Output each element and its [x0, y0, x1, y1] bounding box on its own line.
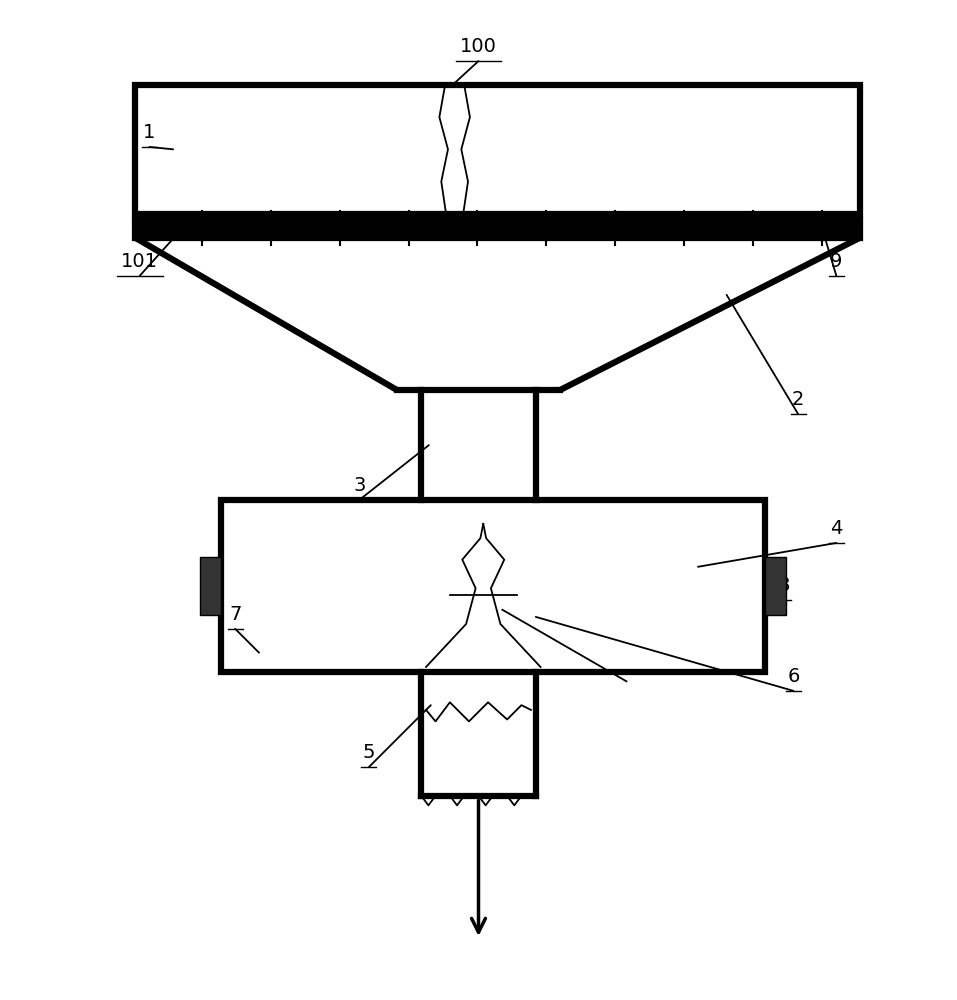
- Text: 4: 4: [830, 519, 842, 538]
- Bar: [200, 557, 221, 615]
- Text: 101: 101: [122, 252, 158, 271]
- Bar: [765, 557, 786, 615]
- Text: 8: 8: [778, 576, 790, 595]
- Bar: [221, 500, 765, 672]
- Text: 6: 6: [788, 667, 800, 686]
- Bar: [135, 219, 860, 238]
- Text: 100: 100: [460, 37, 497, 56]
- Text: 9: 9: [830, 252, 842, 271]
- Bar: [135, 85, 860, 214]
- Text: 5: 5: [363, 743, 375, 762]
- Text: 3: 3: [353, 476, 366, 495]
- Text: 2: 2: [792, 390, 804, 409]
- Text: 1: 1: [144, 123, 155, 142]
- Text: 7: 7: [229, 605, 241, 624]
